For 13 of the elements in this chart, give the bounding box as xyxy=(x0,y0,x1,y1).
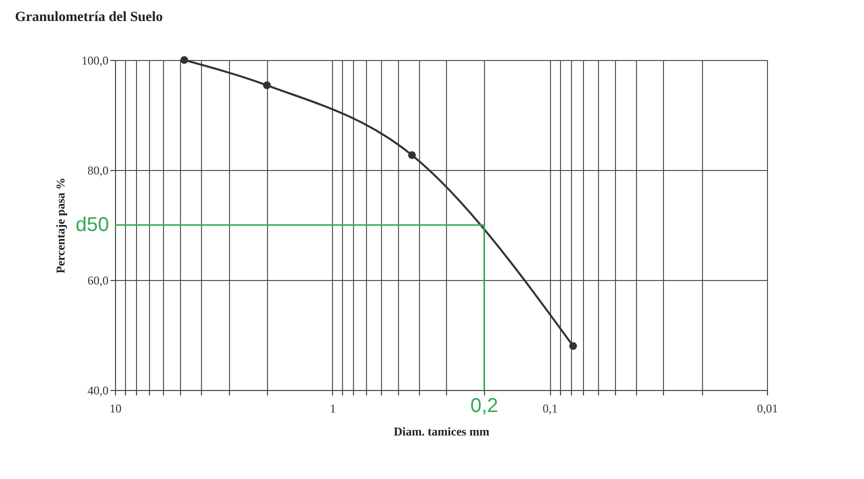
y-tick-label: 100,0 xyxy=(82,54,108,68)
y-tick-label: 60,0 xyxy=(88,274,108,288)
x-tick-label: 0,1 xyxy=(542,402,558,416)
chart-title: Granulometría del Suelo xyxy=(15,10,163,25)
x-tick-label: 1 xyxy=(330,402,336,416)
annotation: 0,2 xyxy=(470,395,498,417)
y-tick-label: 40,0 xyxy=(88,384,108,398)
annotation: d50 xyxy=(76,214,109,236)
y-axis-title: Percentaje pasa % xyxy=(54,178,68,274)
x-tick-label: 0,01 xyxy=(757,402,778,416)
y-tick-label: 80,0 xyxy=(88,164,108,178)
x-axis-title: Diam. tamices mm xyxy=(394,424,490,438)
x-tick-label: 10 xyxy=(110,402,122,416)
